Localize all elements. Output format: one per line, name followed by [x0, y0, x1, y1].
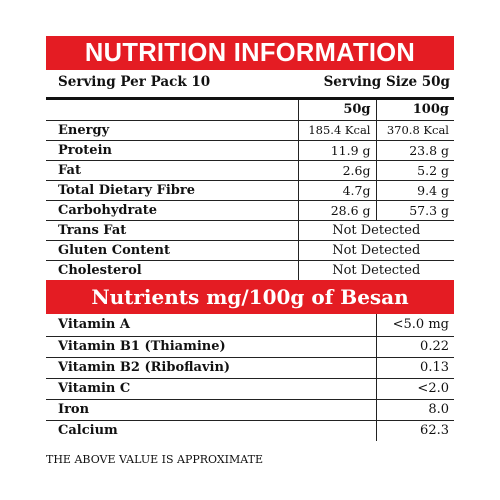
value-100g: 370.8 Kcal [375, 120, 454, 141]
value-not-detected: Not Detected [297, 260, 454, 280]
row-value: 0.13 [375, 357, 454, 379]
page-title: NUTRITION INFORMATION [84, 38, 416, 67]
nutrient-row-vitamin-c: Vitamin C <2.0 [46, 378, 454, 400]
nutrients-table: Vitamin A <5.0 mg Vitamin B1 (Thiamine) … [46, 314, 454, 441]
value-50g: 28.6 g [297, 200, 376, 221]
column-header-row: 50g 100g [46, 98, 454, 121]
value-100g: 5.2 g [375, 160, 454, 181]
column-header-100g: 100g [375, 98, 454, 121]
serving-row: Serving Per Pack 10 Serving Size 50g [46, 70, 454, 94]
row-label: Iron [46, 399, 376, 421]
nutrients-title: Nutrients mg/100g of Besan [91, 285, 409, 309]
title-banner: NUTRITION INFORMATION [46, 36, 454, 70]
nutrient-row-vitamin-b1: Vitamin B1 (Thiamine) 0.22 [46, 336, 454, 358]
row-label: Cholesterol [58, 262, 142, 278]
row-label: Calcium [58, 423, 118, 439]
value-50g: 185.4 Kcal [297, 120, 376, 141]
row-label: Total Dietary Fibre [46, 180, 298, 201]
serving-per-pack: Serving Per Pack 10 [58, 74, 211, 90]
nutrients-banner: Nutrients mg/100g of Besan [46, 280, 454, 314]
row-label: Protein [46, 140, 298, 161]
nutrient-row-fat: Fat 2.6g 5.2 g [46, 160, 454, 181]
value-not-detected: Not Detected [297, 220, 454, 241]
footnote: THE ABOVE VALUE IS APPROXIMATE [46, 453, 264, 466]
row-value: 8.0 [375, 399, 454, 421]
row-label: Vitamin A [46, 314, 376, 337]
value-50g: 2.6g [297, 160, 376, 181]
nutrient-row-protein: Protein 11.9 g 23.8 g [46, 140, 454, 161]
nutrient-row-gluten: Gluten Content Not Detected [46, 240, 454, 261]
value-100g: 9.4 g [375, 180, 454, 201]
nutrient-row-calcium: Calcium 62.3 [46, 420, 454, 441]
column-header-blank [46, 98, 298, 121]
nutrient-row-trans-fat: Trans Fat Not Detected [46, 220, 454, 241]
nutrient-row-carbohydrate: Carbohydrate 28.6 g 57.3 g [46, 200, 454, 221]
value-50g: 4.7g [297, 180, 376, 201]
nutrient-row-vitamin-b2: Vitamin B2 (Riboflavin) 0.13 [46, 357, 454, 379]
nutrition-table: Serving Per Pack 10 Serving Size 50g 50g… [46, 70, 454, 280]
nutrient-row-energy: Energy 185.4 Kcal 370.8 Kcal [46, 120, 454, 141]
nutrient-row-vitamin-a: Vitamin A <5.0 mg [46, 314, 454, 337]
row-label: Carbohydrate [46, 200, 298, 221]
row-label: Gluten Content [46, 240, 298, 261]
value-50g: 11.9 g [297, 140, 376, 161]
row-label: Vitamin B1 (Thiamine) [46, 336, 376, 358]
nutrition-panel: NUTRITION INFORMATION Serving Per Pack 1… [46, 36, 454, 441]
value-100g: 23.8 g [375, 140, 454, 161]
row-label: Energy [46, 120, 298, 141]
value-100g: 57.3 g [375, 200, 454, 221]
serving-size: Serving Size 50g [323, 74, 450, 90]
column-header-50g: 50g [297, 98, 376, 121]
row-label: Trans Fat [46, 220, 298, 241]
nutrient-row-fibre: Total Dietary Fibre 4.7g 9.4 g [46, 180, 454, 201]
row-label: Vitamin B2 (Riboflavin) [46, 357, 376, 379]
row-value: <2.0 [375, 378, 454, 400]
row-value: 0.22 [375, 336, 454, 358]
row-value: <5.0 mg [375, 314, 454, 337]
row-label: Vitamin C [46, 378, 376, 400]
serving-divider [46, 94, 454, 100]
nutrient-row-iron: Iron 8.0 [46, 399, 454, 421]
row-value: 62.3 [375, 420, 454, 441]
nutrient-row-cholesterol: Cholesterol Not Detected [46, 260, 454, 280]
value-not-detected: Not Detected [297, 240, 454, 261]
row-label: Fat [46, 160, 298, 181]
